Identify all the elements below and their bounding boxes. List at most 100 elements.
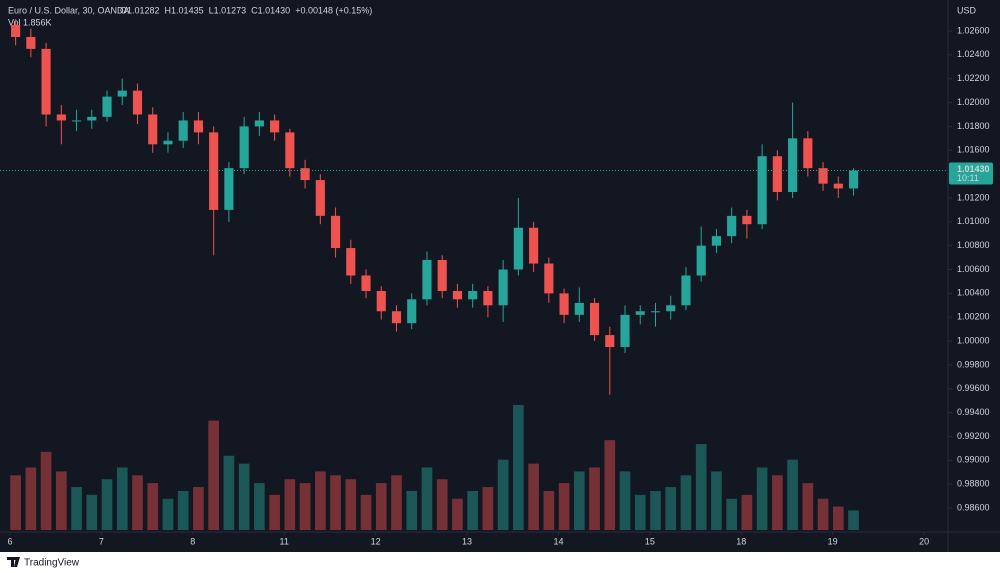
- candle-body: [452, 290, 463, 300]
- volume-bar: [665, 487, 677, 530]
- candle-body: [772, 156, 782, 193]
- volume-bar: [756, 467, 768, 530]
- volume-bar: [650, 490, 661, 530]
- volume-bar: [360, 494, 372, 530]
- candle-body: [803, 138, 813, 169]
- volume-bar: [177, 490, 189, 530]
- volume-bar: [741, 494, 753, 530]
- y-tick-label: 1.00800: [957, 240, 990, 250]
- volume-bar: [71, 487, 82, 530]
- candle-body: [209, 132, 219, 210]
- volume-bar: [848, 510, 859, 530]
- last-price-label: 1.01430: [957, 164, 990, 174]
- footer: [0, 552, 1000, 573]
- volume-bar: [147, 483, 159, 530]
- volume-bar: [299, 483, 311, 530]
- candle-body: [11, 25, 21, 37]
- candle-body: [742, 215, 752, 225]
- volume-bar: [726, 498, 737, 530]
- y-tick-label: 1.01200: [957, 192, 990, 202]
- volume-bar: [162, 498, 174, 530]
- ohlc-legend: O1.01282: [120, 5, 160, 15]
- volume-bar: [619, 471, 631, 530]
- candle-body: [818, 168, 828, 184]
- x-tick-label: 14: [553, 536, 563, 546]
- volume-bar: [589, 467, 600, 530]
- volume-bar: [634, 494, 646, 530]
- y-tick-label: 1.02200: [957, 73, 990, 83]
- y-tick-label: 1.01000: [957, 216, 990, 226]
- x-tick-label: 19: [828, 536, 838, 546]
- volume-bar: [695, 444, 707, 530]
- volume-bar: [40, 451, 52, 530]
- y-tick-label: 1.01800: [957, 121, 990, 131]
- candle-body: [468, 290, 478, 300]
- candle-body: [498, 269, 508, 306]
- symbol-title: Euro / U.S. Dollar, 30, OANDA: [8, 5, 130, 15]
- x-tick-label: 20: [919, 536, 929, 546]
- ohlc-legend: L1.01273: [209, 5, 247, 15]
- candle-body: [270, 120, 280, 133]
- candle-body: [26, 36, 36, 49]
- candle-body: [132, 90, 143, 115]
- candle-body: [87, 116, 97, 121]
- volume-bar: [406, 490, 418, 530]
- candle-body: [41, 48, 51, 115]
- y-tick-label: 1.02000: [957, 97, 990, 107]
- volume-bar: [772, 475, 783, 530]
- candle-body: [529, 227, 539, 264]
- candle-body: [711, 236, 721, 246]
- y-tick-label: 0.98600: [957, 502, 990, 512]
- volume-bar: [101, 479, 113, 530]
- candle-body: [285, 132, 295, 169]
- volume-legend: Vol 1.856K: [8, 17, 52, 27]
- candle-body: [483, 290, 493, 306]
- volume-bar: [208, 420, 220, 530]
- volume-bar: [269, 494, 280, 530]
- candle-body: [193, 120, 204, 133]
- volume-bar: [497, 459, 509, 530]
- candle-body: [696, 245, 706, 276]
- volume-bar: [193, 487, 204, 530]
- x-tick-label: 6: [7, 536, 12, 546]
- volume-bar: [482, 487, 494, 530]
- candle-body: [681, 275, 691, 306]
- ohlc-legend: C1.01430: [251, 5, 290, 15]
- candle-body: [620, 314, 630, 348]
- candle-body: [102, 96, 112, 117]
- volume-bar: [86, 494, 98, 530]
- volume-bar: [543, 490, 555, 530]
- volume-bar: [513, 405, 524, 530]
- candle-body: [605, 335, 615, 348]
- candle-body: [254, 120, 264, 127]
- candle-body: [559, 293, 569, 315]
- volume-bar: [436, 479, 448, 530]
- candle-body: [239, 126, 249, 169]
- volume-bar: [452, 498, 463, 530]
- volume-bar: [558, 483, 570, 530]
- candle-body: [788, 138, 798, 193]
- candle-body: [376, 290, 386, 312]
- volume-bar: [10, 475, 21, 530]
- y-tick-label: 1.01600: [957, 145, 990, 155]
- candle-body: [544, 263, 554, 294]
- x-tick-label: 18: [736, 536, 746, 546]
- y-tick-label: 1.00400: [957, 288, 990, 298]
- volume-bar: [223, 455, 235, 530]
- volume-bar: [330, 475, 341, 530]
- x-tick-label: 12: [371, 536, 381, 546]
- y-tick-label: 1.00000: [957, 335, 990, 345]
- y-tick-label: 1.02600: [957, 25, 990, 35]
- candle-body: [361, 275, 371, 291]
- candle-body: [757, 156, 767, 225]
- volume-bar: [680, 475, 692, 530]
- candle-body: [163, 140, 173, 145]
- y-tick-label: 1.00600: [957, 264, 990, 274]
- x-tick-label: 15: [645, 536, 655, 546]
- x-tick-label: 8: [190, 536, 195, 546]
- candle-body: [666, 305, 676, 312]
- volume-bar: [604, 440, 616, 530]
- candle-body: [437, 259, 447, 291]
- volume-bar: [238, 463, 250, 530]
